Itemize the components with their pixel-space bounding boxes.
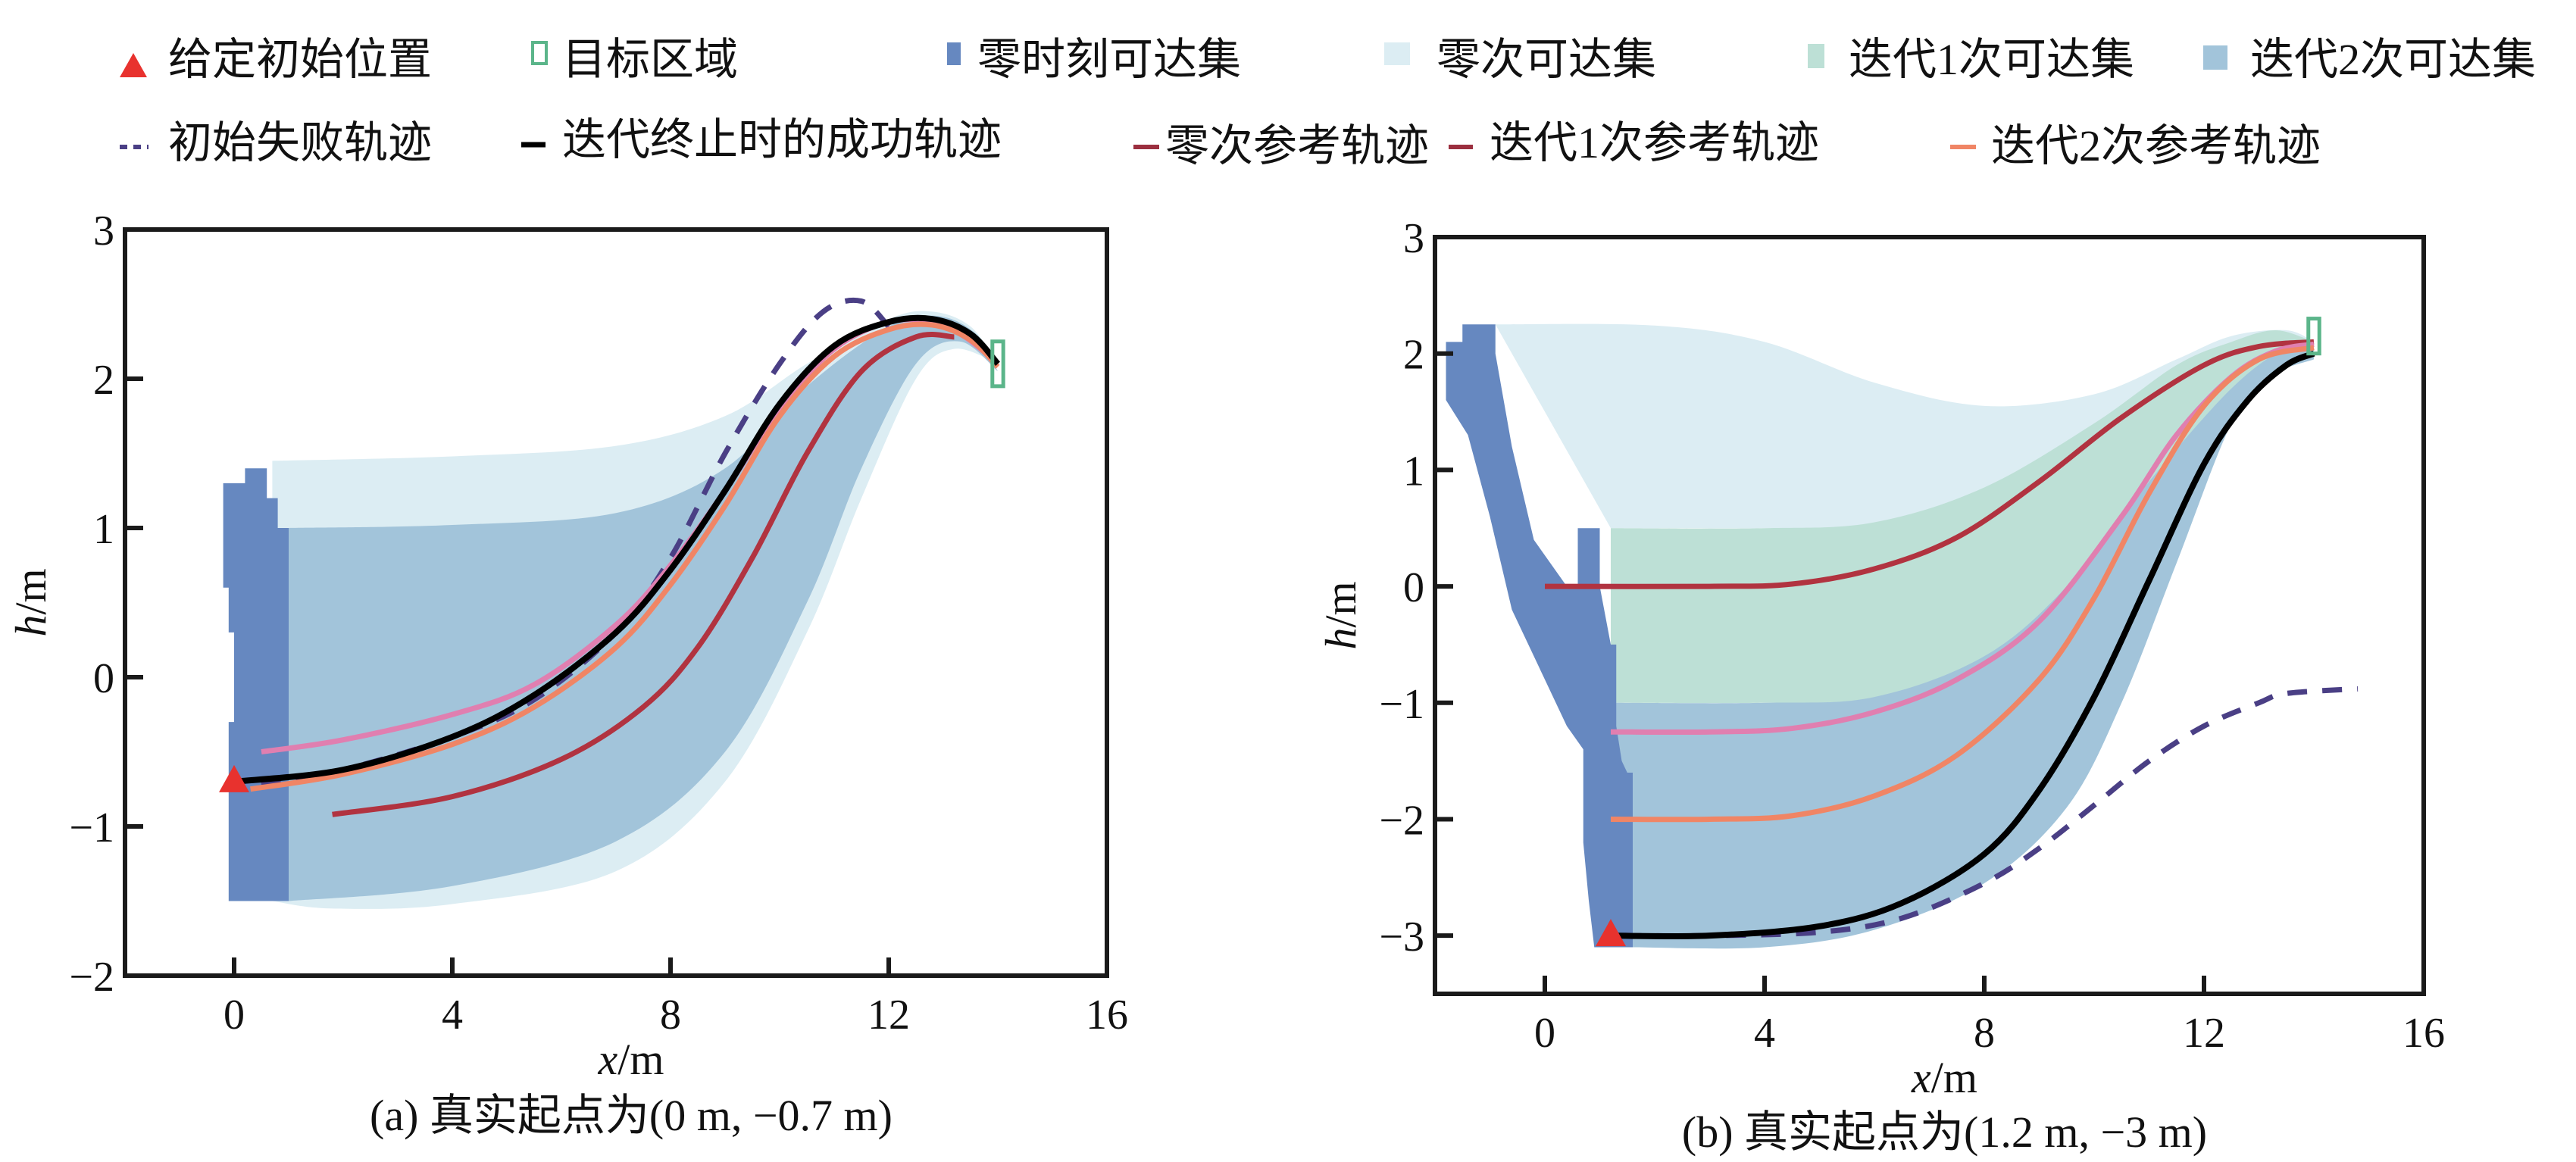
series-final-success <box>233 314 1001 785</box>
hollow-rect-marker-icon <box>531 41 548 65</box>
y-tick-label: 1 <box>1403 448 1424 495</box>
x-tick-label: 12 <box>2183 1010 2225 1057</box>
legend-label: 迭代终止时的成功轨迹 <box>562 115 1002 164</box>
legend-label: 迭代1次参考轨迹 <box>1490 118 1819 167</box>
legend-item-initial-failed: 初始失败轨迹 <box>120 118 432 167</box>
legend-label: 零次可达集 <box>1436 35 1656 84</box>
x-axis-label: x/m <box>1911 1053 1977 1102</box>
series-zero-ref <box>332 332 955 817</box>
legend-item-iter2-reachable: 迭代2次可达集 <box>2203 35 2536 84</box>
y-tick-label: 3 <box>1403 215 1424 262</box>
y-tick-label: −1 <box>69 804 114 851</box>
x-tick-label: 0 <box>1534 1010 1555 1057</box>
subfigure-caption: (a) 真实起点为(0 m, −0.7 m) <box>370 1091 893 1140</box>
axes-frame <box>1433 235 2426 996</box>
target-region-marker <box>2306 317 2321 356</box>
initial-position-marker <box>219 764 249 792</box>
x-tick-label: 0 <box>224 992 245 1039</box>
legend-item-final-success: 迭代终止时的成功轨迹 <box>521 115 1002 164</box>
legend-item-iter1-reachable: 迭代1次可达集 <box>1808 35 2134 84</box>
subfigure-caption: (b) 真实起点为(1.2 m, −3 m) <box>1682 1107 2207 1157</box>
y-tick-label: 2 <box>93 357 114 404</box>
y-tick-label: 0 <box>1403 564 1424 611</box>
legend-label: 零次参考轨迹 <box>1165 121 1429 170</box>
legend-label: 给定初始位置 <box>168 35 432 84</box>
y-tick-label: 2 <box>1403 332 1424 379</box>
x-tick-label: 4 <box>1754 1010 1775 1057</box>
legend-item-zero-ref: 零次参考轨迹 <box>1133 121 1429 170</box>
y-axis-label: h/m <box>6 568 55 636</box>
y-tick-label: 3 <box>93 208 114 255</box>
x-axis-label: x/m <box>598 1035 664 1084</box>
y-tick-label: −3 <box>1379 914 1424 961</box>
triangle-marker-icon <box>120 53 147 77</box>
legend-label: 目标区域 <box>562 35 738 84</box>
legend-label: 迭代2次参考轨迹 <box>1991 121 2321 170</box>
legend-label: 初始失败轨迹 <box>168 118 432 167</box>
y-tick-label: −2 <box>69 954 114 1001</box>
square-marker-icon <box>1384 42 1410 65</box>
y-axis-label: h/m <box>1316 581 1365 649</box>
series-zero-ref <box>1544 339 2315 589</box>
series-final-success <box>1610 350 2315 940</box>
region-iter1-reachable <box>1611 330 2314 704</box>
target-region-marker <box>990 339 1005 389</box>
legend-item-target-region: 目标区域 <box>531 35 738 84</box>
x-tick-label: 4 <box>442 992 463 1039</box>
plot-area <box>223 297 1001 909</box>
legend-item-zero-iter-reachable: 零次可达集 <box>1384 35 1656 84</box>
region-zero-time-reachable <box>223 468 289 901</box>
region-zero-iter-reachable <box>1495 323 2314 529</box>
legend-item-iter1-ref: 迭代1次参考轨迹 <box>1449 118 1819 167</box>
y-tick-label: 0 <box>93 655 114 702</box>
series-iter2-ref <box>250 321 1000 792</box>
series-iter2-ref <box>1610 345 2315 823</box>
x-tick-label: 16 <box>2402 1010 2445 1057</box>
x-tick-label: 16 <box>1086 992 1128 1039</box>
legend-label: 迭代2次可达集 <box>2250 35 2536 84</box>
legend: 给定初始位置 目标区域 零时刻可达集 零次可达集 迭代1次可达集 迭代2次可达集… <box>120 35 2536 170</box>
axes-frame <box>123 227 1109 978</box>
legend-item-zero-time-reachable: 零时刻可达集 <box>947 35 1241 84</box>
legend-item-initial-position: 给定初始位置 <box>120 35 432 84</box>
y-tick-label: −2 <box>1379 797 1424 844</box>
initial-position-marker <box>1596 919 1626 947</box>
legend-label: 零时刻可达集 <box>977 35 1241 84</box>
square-marker-icon <box>947 42 961 65</box>
y-tick-label: 1 <box>93 506 114 553</box>
x-tick-label: 12 <box>868 992 910 1039</box>
region-zero-time-reachable <box>1446 324 1633 948</box>
square-marker-icon <box>1808 44 1824 68</box>
plot-area <box>1446 323 2359 949</box>
y-tick-label: −1 <box>1379 681 1424 728</box>
series-initial-failed <box>1621 686 2359 939</box>
x-tick-label: 8 <box>660 992 681 1039</box>
legend-item-iter2-ref: 迭代2次参考轨迹 <box>1950 121 2321 170</box>
legend-label: 迭代1次可达集 <box>1849 35 2134 84</box>
square-marker-icon <box>2203 45 2227 70</box>
x-tick-label: 8 <box>1974 1010 1995 1057</box>
